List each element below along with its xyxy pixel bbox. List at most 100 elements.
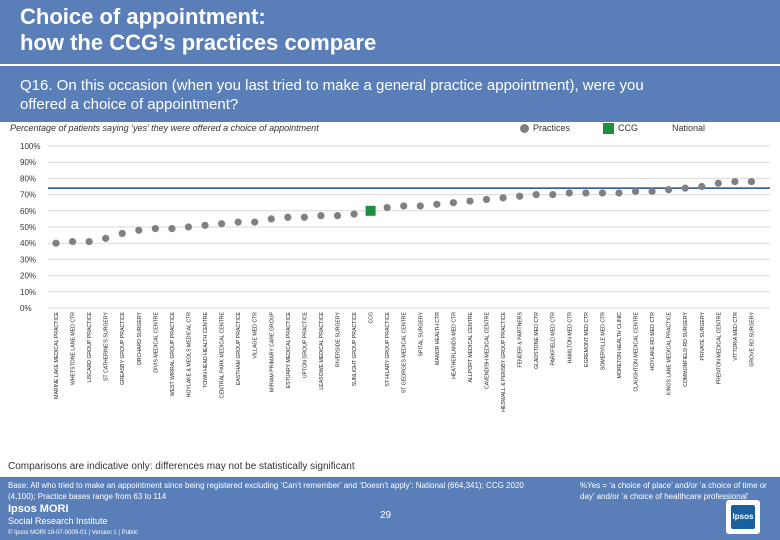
practice-point [317, 212, 325, 220]
ccg-marker-icon [603, 123, 614, 135]
ipsos-logo-icon: Ipsos [726, 500, 760, 534]
x-category-label: HESWALL & PENSBY GROUP PRACTICE [501, 311, 507, 411]
legend-national-label: National [672, 123, 706, 133]
practice-point [449, 199, 457, 207]
x-category-label: SUNLIGHT GROUP PRACTICE [352, 311, 358, 386]
x-category-label: MARINE LAKE MEDICAL PRACTICE [54, 311, 60, 398]
practice-point [714, 179, 722, 187]
x-category-label: ST HILARY GROUP PRACTICE [385, 311, 391, 386]
practice-point [698, 182, 706, 191]
practice-point [681, 184, 689, 192]
practice-point [85, 237, 93, 246]
practice-point [151, 225, 159, 233]
x-category-label: ESTUARY MEDICAL PRACTICE [286, 311, 292, 388]
practice-point [284, 213, 292, 221]
practice-point [615, 189, 623, 197]
y-tick-label: 20% [20, 272, 36, 281]
practice-point [267, 215, 275, 223]
y-tick-label: 40% [20, 239, 36, 248]
practice-point [234, 218, 242, 226]
practice-point [499, 194, 507, 202]
practice-point [350, 210, 358, 218]
x-category-label: TOWN HEAD HEALTH CENTRE [203, 311, 209, 387]
y-tick-label: 30% [20, 255, 36, 264]
divider [0, 64, 780, 66]
copyright-text: © Ipsos MORI 19-07-0009-01 | Version 1 |… [8, 530, 138, 536]
practice-point [217, 220, 226, 228]
legend-ccg-label: CCG [618, 123, 638, 133]
practice-point [466, 197, 474, 205]
x-category-label: CCG [369, 312, 375, 324]
practice-point [102, 234, 110, 242]
practice-point [516, 192, 524, 200]
definition-text: %Yes = ‘a choice of place’ and/or ‘a cho… [580, 481, 767, 501]
y-tick-label: 60% [20, 207, 36, 216]
institute-logo-text: Social Research Institute [8, 516, 108, 526]
practice-point [118, 229, 126, 238]
x-category-label: CENTRAL PARK MEDICAL CENTRE [220, 311, 226, 398]
practice-point [565, 189, 573, 197]
practice-point [532, 191, 540, 199]
ipsos-mori-logo-text: Ipsos MORI [8, 503, 69, 515]
x-category-label: FENDER & PARTNERS [518, 311, 524, 367]
practice-point [482, 195, 491, 204]
comparison-note: Comparisons are indicative only: differe… [8, 461, 355, 472]
x-category-label: UPTON GROUP PRACTICE [302, 311, 308, 378]
x-category-label: VILLAGE MED CTR [253, 312, 259, 359]
practice-marker-icon [520, 124, 529, 134]
practice-point [433, 200, 441, 208]
x-category-label: GREASBY GROUP PRACTICE [120, 311, 126, 385]
practice-point [135, 226, 143, 234]
x-category-label: MANOR HEALTH CTR [435, 312, 441, 365]
x-category-label: PRENTON MEDICAL CENTRE [716, 311, 722, 384]
footer-banner [0, 477, 780, 540]
legend-national: National [672, 123, 705, 133]
x-category-label: GLADSTONE MED CTR [534, 312, 540, 369]
practice-point [648, 187, 656, 195]
x-category-label: GROVE RD SURGERY [749, 311, 755, 366]
x-category-label: WHETSTONE LANE MED CTR [71, 312, 77, 385]
practice-point [201, 221, 209, 229]
practice-point [52, 239, 60, 247]
header-banner [0, 0, 780, 122]
y-tick-label: 80% [20, 174, 36, 183]
practice-point [747, 178, 756, 186]
legend-ccg: CCG [603, 123, 638, 135]
x-category-label: WEST WIRRAL GROUP PRACTICE [170, 311, 176, 396]
practice-point [416, 202, 424, 210]
ipsos-badge: Ipsos [731, 505, 755, 529]
practice-point [400, 202, 408, 210]
practice-point [251, 218, 259, 226]
ccg-point [365, 205, 376, 216]
x-category-label: HOYLAKE RD MED CTR [650, 312, 656, 371]
x-category-label: ALLPORT MEDICAL CENTRE [468, 311, 474, 382]
x-category-label: VITTORIA MED CTR [733, 312, 739, 361]
x-category-label: HOYLAKE & MEOLS MEDICAL CTR [186, 312, 192, 398]
base-text: Base: All who tried to make an appointme… [8, 481, 524, 501]
practice-point [598, 189, 607, 197]
practice-point [184, 223, 193, 231]
practice-point [333, 212, 342, 220]
practice-point [631, 187, 640, 195]
x-category-label: CAVENDISH MEDICAL CENTRE [485, 311, 491, 388]
scatter-chart: 0% 10% 20% 30% 40% 50% 60% 70% 80% 90% 100% MARINE … [20, 142, 770, 412]
practice-point [549, 191, 557, 199]
x-category-label: MIRIAM PRIMARY CARE GROUP [269, 311, 275, 391]
x-category-label: COMMONFIELD RD SURGERY [683, 311, 689, 386]
y-tick-label: 100% [20, 142, 40, 151]
y-tick-label: 0% [20, 304, 32, 313]
practice-point [168, 225, 176, 233]
legend-practices-label: Practices [533, 123, 571, 133]
x-category-label: DIVIS MEDICAL CENTRE [153, 311, 159, 372]
x-category-label: MORETON HEALTH CLINIC [617, 312, 623, 379]
y-tick-label: 10% [20, 288, 36, 297]
legend-practices: Practices [520, 123, 571, 134]
y-tick-label: 70% [20, 191, 36, 200]
practice-point [582, 189, 590, 197]
x-category-label: RIVERSIDE SURGERY [335, 311, 341, 367]
practice-point [300, 213, 308, 221]
page-number: 29 [380, 510, 392, 521]
practice-point [383, 203, 391, 212]
x-category-label: EASTHAM GROUP PRACTICE [236, 311, 242, 385]
x-category-label: ORCHARD SURGERY [137, 311, 143, 365]
